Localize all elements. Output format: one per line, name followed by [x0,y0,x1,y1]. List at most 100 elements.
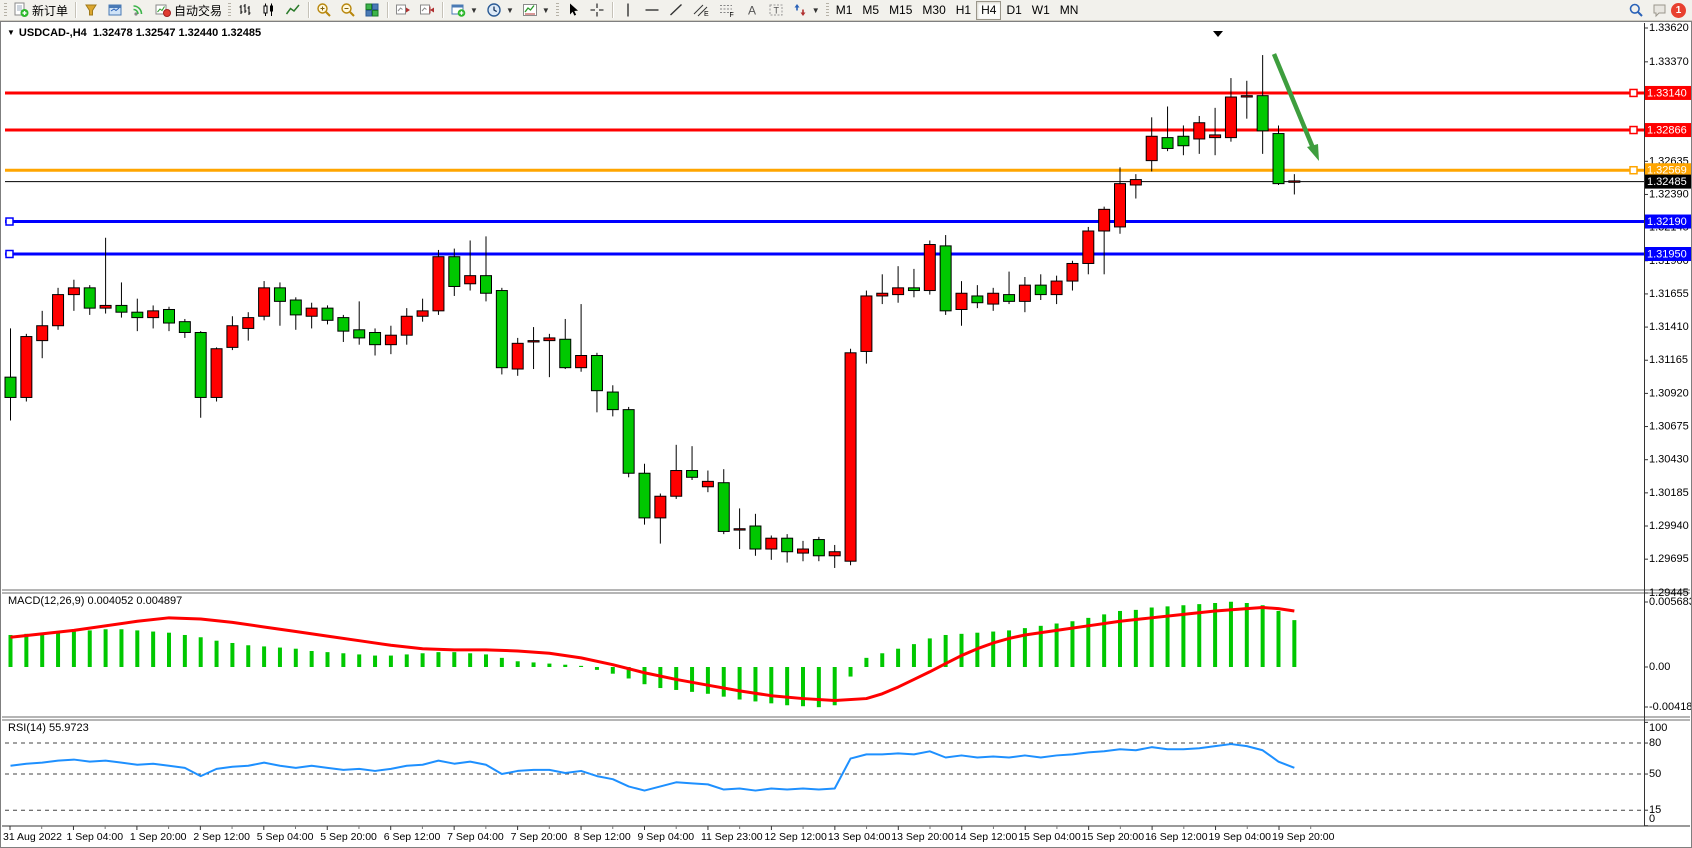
auto-scroll-button[interactable] [391,1,415,20]
candle-body [670,470,683,497]
timeframe-button-W1[interactable]: W1 [1027,1,1055,20]
clock-icon [487,3,501,17]
candle-body [4,376,17,398]
candlestick [1193,115,1206,154]
candlestick [923,240,936,295]
time-label: 15 Sep 04:00 [1018,831,1081,843]
timeframe-button-D1[interactable]: D1 [1001,1,1026,20]
terminal-window-icon [108,4,122,16]
level-endpoint-marker[interactable] [5,217,14,226]
rsi-tick-label: 80 [1649,737,1661,749]
chat-bubble-icon [1653,4,1666,18]
main-plot-area[interactable] [5,24,1644,590]
toolbar-grip [4,3,7,17]
candlestick [511,337,524,376]
arrows-button[interactable]: ▼ [788,1,824,20]
level-endpoint-marker[interactable] [1629,165,1638,175]
candle-body [1082,230,1095,264]
line-chart-type-button[interactable] [281,1,305,20]
candlestick [781,534,794,563]
candlestick [36,310,49,359]
macd-indicator-label: MACD(12,26,9) 0.004052 0.004897 [8,595,183,607]
text-label-icon: T [769,4,783,16]
tile-windows-icon [365,3,379,17]
time-label: 11 Sep 23:00 [701,831,763,843]
toolbar: 新订单 自动交易 [0,0,1692,21]
timeframe-button-MN[interactable]: MN [1055,1,1084,20]
candlestick [1018,277,1031,313]
templates-button[interactable]: ▼ [518,1,554,20]
new-order-button[interactable]: 新订单 [9,1,72,20]
candlestick [495,287,508,375]
candlestick [273,282,286,326]
candlestick [1256,55,1269,154]
candle-body [321,307,334,321]
chart-shift-marker-icon[interactable] [1213,31,1223,37]
level-endpoint-marker[interactable] [1629,88,1638,98]
candlestick [670,444,683,499]
symbol-dropdown-icon[interactable]: ▼ [7,28,15,37]
candlestick [1288,174,1301,195]
time-label: 7 Sep 04:00 [447,831,504,843]
candle-body [686,470,699,478]
candlestick [1272,125,1285,185]
zoom-in-button[interactable] [312,1,336,20]
timeframe-button-H4[interactable]: H4 [976,0,1002,20]
fibonacci-button[interactable]: F [714,1,740,20]
rsi-pane[interactable] [5,720,1644,826]
candle-body [543,337,556,342]
candlestick [733,508,746,550]
candlestick [4,328,17,421]
equidistant-channel-button[interactable]: E [688,1,714,20]
dropdown-caret-icon: ▼ [541,5,550,15]
search-button[interactable] [1624,1,1648,20]
crosshair-button[interactable] [585,1,609,20]
strategy-tester-button[interactable] [79,1,103,20]
chart-shift-button[interactable] [415,1,439,20]
new-order-icon [14,2,29,17]
bar-chart-type-button[interactable] [233,1,257,20]
terminal-button[interactable] [103,1,127,20]
candle-body [147,310,160,319]
time-label: 12 Sep 12:00 [764,831,827,843]
candlestick [1114,167,1126,234]
price-tick-label: 1.31410 [1649,321,1689,333]
candlestick [717,469,730,535]
trendline-button[interactable] [664,1,688,20]
timeframe-button-M5[interactable]: M5 [857,1,884,20]
candlestick [67,279,80,311]
candlestick [1082,226,1095,275]
candlestick [1098,206,1111,275]
price-level-badge [1645,247,1691,262]
candle-body [923,244,936,292]
period-clock-button[interactable]: ▼ [482,1,518,20]
chart-shift-icon [420,4,435,15]
text-button[interactable]: A [740,1,764,20]
timeframe-button-M1[interactable]: M1 [831,1,858,20]
time-label: 1 Sep 04:00 [66,831,123,843]
cursor-button[interactable] [561,1,585,20]
level-endpoint-marker[interactable] [1629,125,1638,135]
auto-trading-button[interactable]: 自动交易 [151,1,226,20]
toolbar-separator [387,2,389,18]
horizontal-line-button[interactable] [640,1,664,20]
vertical-line-button[interactable] [616,1,640,20]
candle-body [36,325,49,342]
timeframe-button-M30[interactable]: M30 [917,1,950,20]
candle-body [20,336,33,398]
notifications-button[interactable]: 1 [1648,1,1690,20]
candle-body [1145,135,1158,162]
candlestick [622,406,635,478]
candle-body [369,331,382,346]
timeframe-button-M15[interactable]: M15 [884,1,917,20]
tile-windows-button[interactable] [360,1,384,20]
text-label-button[interactable]: T [764,1,788,20]
trend-arrow-annotation[interactable] [1271,53,1319,161]
timeframe-button-H1[interactable]: H1 [951,1,976,20]
level-endpoint-marker[interactable] [5,249,14,259]
signals-button[interactable] [127,1,151,20]
new-chart-button[interactable]: ▼ [446,1,482,20]
candlestick-chart-type-button[interactable] [257,1,281,20]
zoom-out-button[interactable] [336,1,360,20]
candle-body [353,329,366,339]
